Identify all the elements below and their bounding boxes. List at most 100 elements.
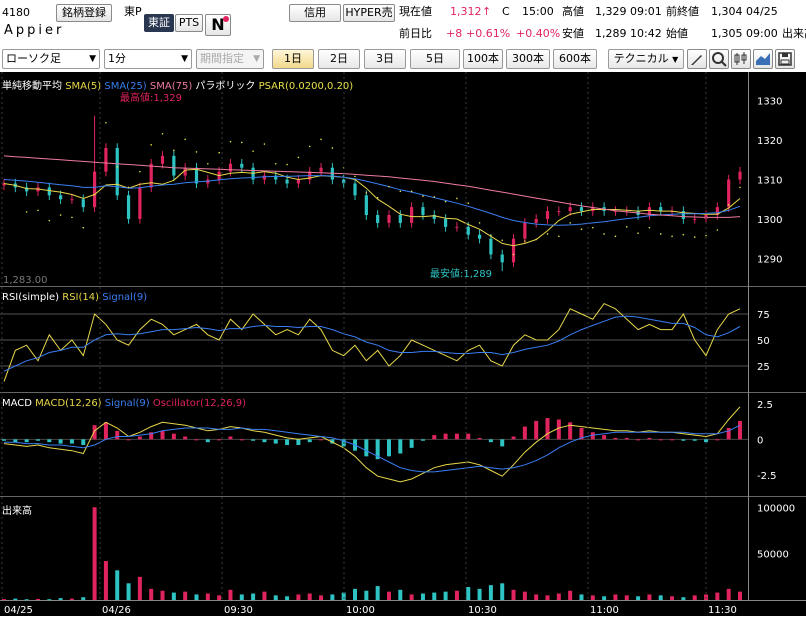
register-stock-button[interactable]: 銘柄登録 — [56, 4, 112, 22]
psar-dot — [637, 232, 639, 234]
macd-osc-bar — [477, 437, 482, 440]
legend-sma75: SMA(75) — [149, 81, 193, 92]
psar-dot — [37, 209, 39, 212]
psar-dot — [93, 193, 96, 196]
sma-line-1 — [3, 168, 741, 247]
legend-rsi14: RSI(14) — [62, 292, 100, 303]
psar-dot — [727, 203, 730, 206]
rsi-line-0 — [3, 302, 741, 382]
legend-rsi-title: RSI(simple) — [2, 292, 60, 303]
macd-osc-bar — [432, 435, 437, 440]
credit-button[interactable]: 信用 — [289, 4, 341, 22]
volume-bar — [738, 591, 742, 600]
psar-dot — [399, 190, 402, 193]
area-chart-icon[interactable] — [753, 49, 773, 69]
candle-body — [659, 207, 663, 212]
volume-bar — [149, 588, 154, 600]
psar-dot — [207, 162, 209, 165]
psar-dot — [444, 200, 447, 203]
interval-select[interactable]: 1分 ▼ — [104, 49, 192, 69]
legend-macd-signal: Signal(9) — [104, 398, 150, 409]
chart-toolbar: ローソク足 ▼ 1分 ▼ 期間指定 ▼ 1日 2日 3日 5日 100本 300本 6… — [0, 46, 806, 72]
candle-body — [715, 207, 719, 216]
volume-bar — [69, 598, 74, 600]
candle-body — [511, 238, 516, 263]
volume-bar — [443, 591, 448, 600]
pencil-icon[interactable] — [687, 49, 707, 69]
candle-body — [25, 187, 29, 192]
candle-body — [647, 207, 652, 216]
chart-area[interactable]: 1290 1300 1310 1320 1330 25 50 75 -2.5 0 2.5 50000 1… — [0, 72, 806, 616]
save-icon[interactable] — [775, 49, 795, 69]
volume-bar — [160, 590, 165, 600]
time-tick-label: 10:00 — [346, 605, 375, 616]
chart-type-select[interactable]: ローソク足 ▼ — [2, 49, 100, 69]
period-select[interactable]: 期間指定 ▼ — [196, 49, 264, 69]
legend-volume-title: 出来高 — [2, 506, 32, 517]
psar-dot — [410, 190, 413, 193]
psar-dot — [478, 222, 481, 224]
psar-dot — [218, 151, 220, 154]
pts-button[interactable]: PTS — [175, 14, 203, 32]
candle-body — [432, 215, 436, 219]
news-icon[interactable]: N — [205, 14, 231, 36]
psar-dot — [184, 138, 186, 141]
range-2day[interactable]: 2日 — [318, 49, 360, 69]
macd-osc-bar — [285, 439, 290, 445]
psar-dot — [354, 175, 356, 178]
range-100bars[interactable]: 100本 — [463, 49, 503, 69]
candle-body — [455, 226, 459, 228]
psar-dot — [376, 196, 379, 199]
macd-osc-bar — [590, 432, 595, 440]
legend-psar: PSAR(0.0200,0.20) — [258, 81, 354, 92]
psar-dot — [365, 192, 368, 194]
hyper-sell-button[interactable]: HYPER売 — [343, 4, 395, 22]
volume-bar — [285, 596, 290, 600]
time-tick-label: 11:30 — [708, 605, 737, 616]
volume-bar — [568, 590, 573, 600]
range-1day[interactable]: 1日 — [272, 49, 314, 69]
rsi-tick-label: 50 — [757, 336, 770, 347]
zoom-icon[interactable] — [709, 49, 729, 69]
psar-dot — [659, 233, 662, 235]
macd-osc-bar — [69, 439, 74, 444]
candle-body — [149, 163, 153, 188]
psar-dot — [501, 239, 504, 242]
macd-tick-label: 0 — [757, 435, 763, 446]
prev-close-value: 1,304 04/25 — [711, 5, 778, 18]
macd-tick-label: -2.5 — [757, 471, 777, 482]
chevron-down-icon: ▼ — [181, 54, 188, 64]
candle-body — [693, 218, 697, 220]
candle-body — [70, 199, 74, 201]
macd-osc-bar — [160, 430, 165, 440]
range-300bars[interactable]: 300本 — [506, 49, 550, 69]
chart-svg: 1290 1300 1310 1320 1330 25 50 75 -2.5 0 2.5 50000 1… — [0, 72, 806, 616]
volume-bar — [239, 594, 244, 600]
psar-dot — [558, 235, 560, 238]
volume-bar — [307, 593, 312, 600]
volume-bar — [330, 594, 335, 600]
current-price: 1,312 — [450, 5, 482, 18]
range-600bars[interactable]: 600本 — [553, 49, 597, 69]
candle-body — [59, 195, 63, 200]
psar-dot — [308, 145, 311, 148]
candle-icon[interactable] — [731, 49, 751, 69]
technical-button[interactable]: テクニカル ▼ — [608, 49, 684, 69]
price-tick-label: 1320 — [757, 136, 782, 147]
chevron-down-icon: ▼ — [253, 54, 260, 64]
volume-tick-label: 100000 — [757, 503, 795, 514]
psar-dot — [320, 138, 322, 141]
candle-body — [126, 195, 131, 219]
range-5day[interactable]: 5日 — [410, 49, 460, 69]
candle-body — [681, 211, 685, 219]
psar-dot — [82, 226, 85, 229]
candle-body — [81, 199, 85, 208]
psar-dot — [739, 186, 741, 189]
volume-bar — [205, 593, 210, 600]
macd-osc-bar — [534, 420, 539, 440]
macd-osc-bar — [2, 439, 6, 441]
range-3day[interactable]: 3日 — [364, 49, 406, 69]
psar-dot — [592, 226, 594, 229]
tse-button[interactable]: 東証 — [144, 14, 174, 32]
volume-bar — [58, 598, 63, 600]
